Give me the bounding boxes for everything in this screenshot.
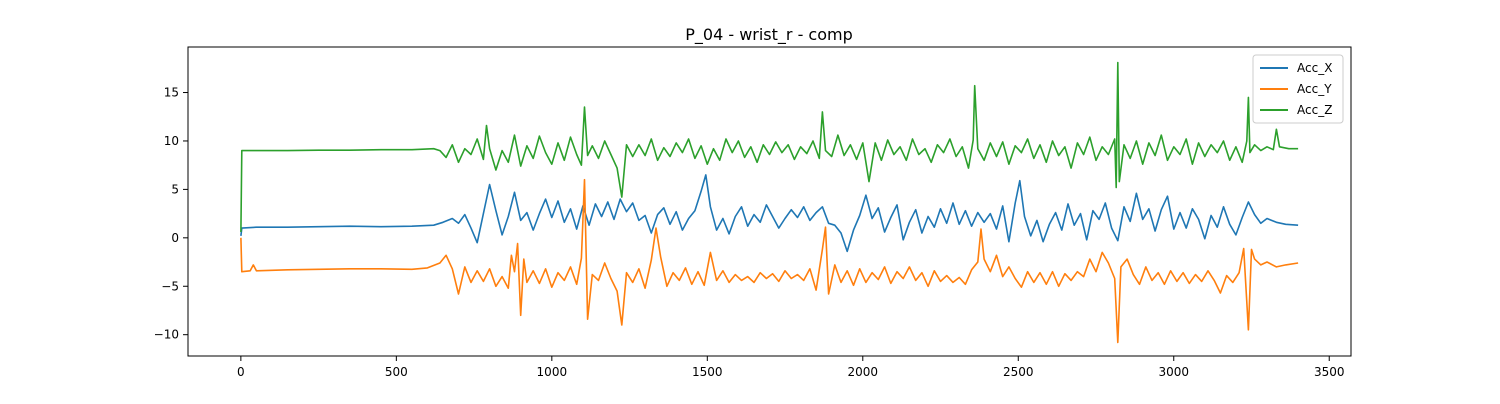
- chart-title: P_04 - wrist_r - comp: [685, 25, 853, 45]
- legend: Acc_X Acc_Y Acc_Z: [1252, 54, 1344, 124]
- series-line-acc-y: [240, 178, 1299, 344]
- series-line-acc-x: [240, 174, 1299, 253]
- y-axis: −10 −5 0 5 10 15: [154, 86, 188, 342]
- x-tick-label: 0: [237, 365, 245, 379]
- y-tick-label: 15: [164, 86, 179, 100]
- x-tick-label: 2500: [1003, 365, 1034, 379]
- y-tick-label: 5: [171, 182, 179, 196]
- x-tick-label: 3000: [1158, 365, 1189, 379]
- y-tick-label: −10: [154, 328, 179, 342]
- y-tick-label: 0: [171, 231, 179, 245]
- x-tick-label: 1000: [537, 365, 568, 379]
- x-tick-label: 500: [385, 365, 408, 379]
- x-tick-label: 3500: [1314, 365, 1345, 379]
- x-tick-label: 2000: [848, 365, 879, 379]
- legend-label: Acc_X: [1297, 61, 1332, 75]
- series-layer: [240, 61, 1299, 344]
- series-line-acc-z: [240, 61, 1299, 233]
- x-tick-label: 1500: [692, 365, 723, 379]
- y-tick-label: −5: [161, 279, 179, 293]
- legend-label: Acc_Y: [1297, 82, 1332, 96]
- legend-label: Acc_Z: [1297, 103, 1332, 117]
- x-axis: 0 500 1000 1500 2000 2500 3000 3500: [237, 356, 1345, 379]
- legend-box: [1252, 54, 1344, 124]
- y-tick-label: 10: [164, 134, 179, 148]
- plot-frame: [187, 46, 1352, 357]
